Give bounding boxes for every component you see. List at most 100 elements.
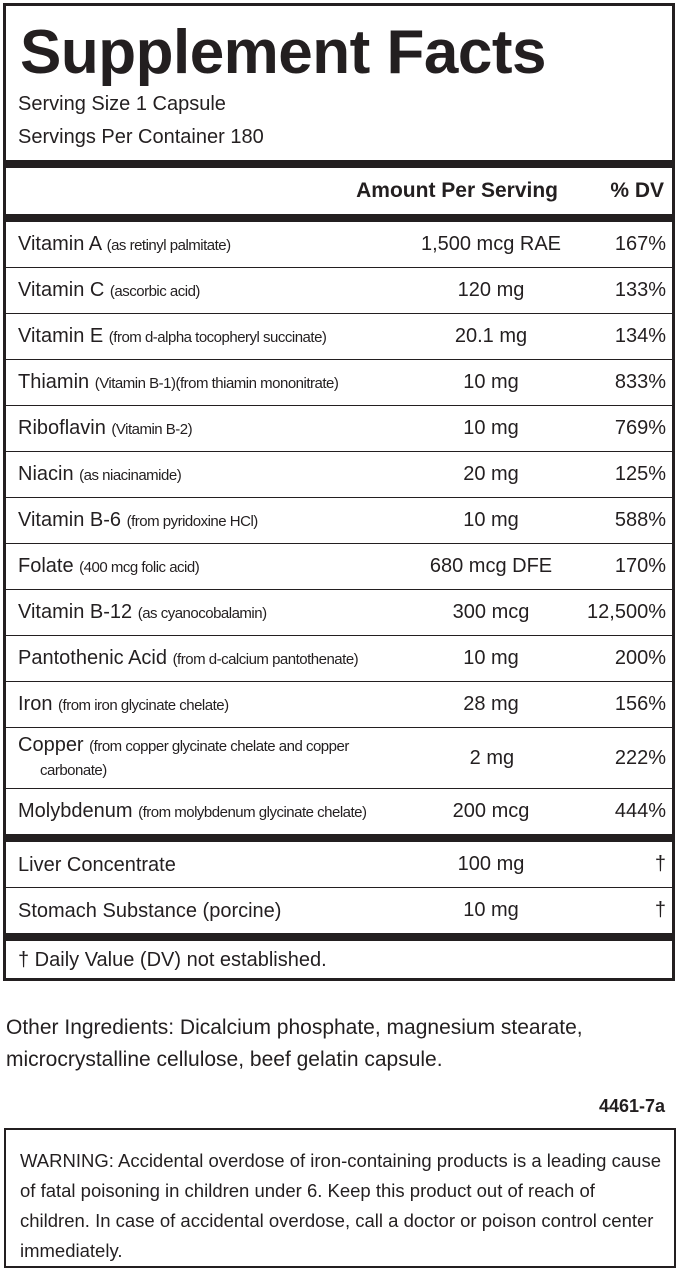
nutrient-cell: Iron (from iron glycinate chelate)	[6, 687, 229, 723]
nutrient-cell: Vitamin B-6 (from pyridoxine HCl)	[6, 503, 258, 539]
amount: 10 mg	[463, 647, 519, 669]
nutrient-cell: Liver Concentrate	[6, 848, 176, 882]
nutrient-row: Vitamin B-12 (as cyanocobalamin) 300 mcg 1…	[6, 590, 672, 636]
nutrient-detail: (400 mcg folic acid)	[79, 558, 200, 576]
amount: 28 mg	[463, 693, 519, 715]
servings-per-container: Servings Per Container 180	[18, 126, 264, 148]
nutrient-cell: Stomach Substance (porcine)	[6, 894, 281, 928]
nutrient-rows: Vitamin A (as retinyl palmitate) 1,500 mc…	[6, 222, 672, 834]
amount: 10 mg	[463, 899, 519, 921]
nutrient-name: Thiamin	[18, 370, 90, 393]
divider	[6, 160, 672, 168]
nutrient-row: Vitamin E (from d-alpha tocopheryl succi…	[6, 314, 672, 360]
amount: 20 mg	[463, 463, 519, 485]
nutrient-cell: Thiamin (Vitamin B-1)(from thiamin monon…	[6, 365, 339, 401]
nutrient-name: Stomach Substance (porcine)	[18, 899, 282, 922]
daily-value: 167%	[614, 233, 666, 255]
nutrient-detail: (as cyanocobalamin)	[137, 604, 267, 622]
amount: 1,500 mcg RAE	[420, 233, 562, 255]
amount: 10 mg	[463, 371, 519, 393]
daily-value: 200%	[614, 647, 666, 669]
nutrient-detail: (Vitamin B-2)	[111, 420, 193, 438]
daily-value: 222%	[614, 746, 666, 769]
nutrient-detail: (from d-calcium pantothenate)	[172, 650, 359, 668]
facts-panel: Supplement Facts Serving Size 1 Capsule …	[3, 3, 675, 981]
nutrient-cell: Copper (from copper glycinate chelate an…	[6, 728, 417, 788]
nutrient-row: Folate (400 mcg folic acid) 680 mcg DFE 17…	[6, 544, 672, 590]
nutrient-row: Riboflavin (Vitamin B-2) 10 mg 769%	[6, 406, 672, 452]
nutrient-name: Riboflavin	[18, 416, 106, 439]
title: Supplement Facts	[20, 18, 547, 87]
nutrient-detail: (from molybdenum glycinate chelate)	[138, 803, 367, 821]
daily-value: †	[654, 853, 666, 875]
nutrient-row: Niacin (as niacinamide) 20 mg 125%	[6, 452, 672, 498]
amount: 10 mg	[463, 509, 519, 531]
daily-value: 170%	[614, 555, 666, 577]
warning: WARNING: Accidental overdose of iron-con…	[4, 1128, 676, 1268]
daily-value: 12,500%	[587, 601, 666, 623]
nutrient-cell: Niacin (as niacinamide)	[6, 457, 182, 493]
nutrient-row: Vitamin B-6 (from pyridoxine HCl) 10 mg 58…	[6, 498, 672, 544]
dv-header: % DV	[610, 179, 664, 202]
product-code: 4461-7a	[598, 1096, 665, 1116]
nutrient-detail: (as retinyl palmitate)	[106, 236, 232, 254]
amount: 2 mg	[469, 746, 515, 769]
nutrient-name: Folate	[18, 554, 74, 577]
nutrient-row: Molybdenum (from molybdenum glycinate ch…	[6, 789, 672, 834]
nutrient-name: Pantothenic Acid	[18, 646, 167, 669]
amount: 200 mcg	[452, 800, 530, 822]
amount: 120 mg	[457, 279, 525, 301]
nutrient-detail: (from copper glycinate chelate and coppe…	[40, 738, 349, 779]
nutrient-row: Thiamin (Vitamin B-1)(from thiamin monon…	[6, 360, 672, 406]
nutrient-row: Vitamin A (as retinyl palmitate) 1,500 mc…	[6, 222, 672, 268]
nutrient-name: Vitamin B-6	[18, 508, 122, 531]
nutrient-name: Liver Concentrate	[18, 853, 176, 876]
nutrient-detail: (from pyridoxine HCl)	[126, 512, 259, 530]
nutrient-row: Vitamin C (ascorbic acid) 120 mg 133%	[6, 268, 672, 314]
daily-value: 833%	[614, 371, 666, 393]
nutrient-row: Stomach Substance (porcine) 10 mg †	[6, 888, 672, 933]
nutrient-detail: (as niacinamide)	[79, 466, 182, 484]
serving-size: Serving Size 1 Capsule	[18, 93, 226, 115]
nutrient-name: Vitamin A	[18, 232, 102, 255]
amount: 100 mg	[457, 853, 525, 875]
daily-value: 444%	[614, 800, 666, 822]
other-ingredients: Other Ingredients: Dicalcium phosphate, …	[6, 1016, 583, 1071]
nutrient-row: Liver Concentrate 100 mg †	[6, 842, 672, 888]
nutrient-detail: (Vitamin B-1)(from thiamin mononitrate)	[94, 374, 339, 392]
amount: 680 mcg DFE	[429, 555, 553, 577]
nutrient-detail: (from d-alpha tocopheryl succinate)	[108, 328, 327, 346]
daily-value: †	[654, 899, 666, 921]
nutrient-name: Vitamin C	[18, 278, 105, 301]
daily-value: 134%	[614, 325, 666, 347]
daily-value: 133%	[614, 279, 666, 301]
nutrient-name: Molybdenum	[18, 799, 133, 822]
daily-value: 125%	[614, 463, 666, 485]
daily-value: 588%	[614, 509, 666, 531]
daily-value: 156%	[614, 693, 666, 715]
nutrient-cell: Riboflavin (Vitamin B-2)	[6, 411, 193, 447]
nutrient-cell: Vitamin B-12 (as cyanocobalamin)	[6, 595, 267, 631]
amount: 10 mg	[463, 417, 519, 439]
nutrient-cell: Vitamin A (as retinyl palmitate)	[6, 227, 231, 263]
nutrient-detail: (ascorbic acid)	[109, 282, 201, 300]
divider	[6, 214, 672, 222]
footnote: † Daily Value (DV) not established.	[18, 949, 327, 971]
other-rows: Liver Concentrate 100 mg † Stomach Substanc…	[6, 842, 672, 933]
nutrient-cell: Vitamin C (ascorbic acid)	[6, 273, 200, 309]
daily-value: 769%	[614, 417, 666, 439]
nutrient-cell: Molybdenum (from molybdenum glycinate ch…	[6, 794, 367, 830]
divider	[6, 834, 672, 842]
nutrient-row: Iron (from iron glycinate chelate) 28 mg 1…	[6, 682, 672, 728]
nutrient-row: Pantothenic Acid (from d-calcium pantoth…	[6, 636, 672, 682]
divider	[6, 933, 672, 941]
amount: 300 mcg	[452, 601, 530, 623]
header-row: Amount Per Serving % DV	[6, 168, 672, 214]
nutrient-cell: Vitamin E (from d-alpha tocopheryl succi…	[6, 319, 327, 355]
nutrient-name: Niacin	[18, 462, 74, 485]
nutrient-row: Copper (from copper glycinate chelate an…	[6, 728, 672, 789]
nutrient-name: Vitamin B-12	[18, 600, 133, 623]
nutrient-name: Iron	[18, 692, 53, 715]
nutrient-cell: Folate (400 mcg folic acid)	[6, 549, 200, 585]
